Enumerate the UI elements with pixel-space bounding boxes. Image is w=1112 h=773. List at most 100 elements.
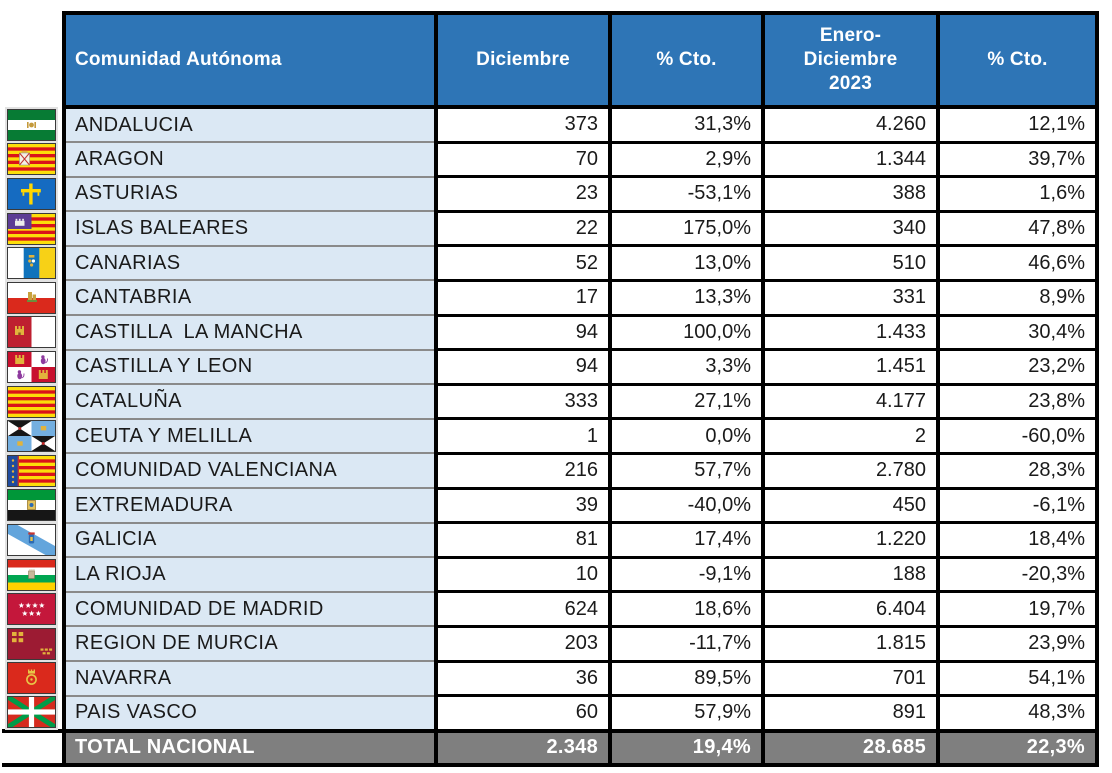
region-name: COMUNIDAD VALENCIANA: [62, 453, 436, 490]
column-header-pct-cto-mes: % Cto.: [608, 11, 763, 109]
pct-cto-acum-value: 23,2%: [936, 349, 1099, 386]
diciembre-value: 17: [434, 280, 610, 317]
column-header-comunidad: Comunidad Autónoma: [62, 11, 436, 109]
table-body: ANDALUCIA 373 31,3% 4.260 12,1% ARAGON 7…: [2, 107, 1099, 733]
comunidad-de-madrid-flag-icon: [7, 593, 56, 626]
table-row: ASTURIAS 23 -53,1% 388 1,6%: [2, 176, 1099, 213]
table-row: CANARIAS 52 13,0% 510 46,6%: [2, 245, 1099, 282]
pct-cto-acum-value: 1,6%: [936, 176, 1099, 213]
pct-cto-acum-value: 39,7%: [936, 142, 1099, 179]
region-name: PAIS VASCO: [62, 695, 436, 732]
pct-cto-mes-value: -11,7%: [608, 626, 763, 663]
pct-cto-acum-value: 54,1%: [936, 661, 1099, 698]
table-row: ARAGON 70 2,9% 1.344 39,7%: [2, 142, 1099, 179]
diciembre-value: 22: [434, 211, 610, 248]
enero-diciembre-2023-value: 891: [761, 695, 938, 733]
diciembre-value: 373: [434, 107, 610, 144]
la-rioja-flag-icon: [7, 558, 56, 591]
pct-cto-acum-value: 47,8%: [936, 211, 1099, 248]
pct-cto-acum-value: 30,4%: [936, 315, 1099, 352]
enero-diciembre-2023-value: 4.260: [761, 107, 938, 144]
region-name: NAVARRA: [62, 661, 436, 697]
region-name: ANDALUCIA: [62, 107, 436, 144]
enero-diciembre-2023-value: 450: [761, 488, 938, 525]
data-table: Comunidad Autónoma Diciembre % Cto. Ener…: [2, 11, 1099, 767]
enero-diciembre-2023-value: 4.177: [761, 384, 938, 421]
table-row: COMUNIDAD VALENCIANA 216 57,7% 2.780 28,…: [2, 453, 1099, 490]
pct-cto-acum-value: 23,8%: [936, 384, 1099, 421]
diciembre-value: 1: [434, 418, 610, 455]
enero-diciembre-2023-value: 510: [761, 245, 938, 282]
enero-diciembre-2023-value: 1.815: [761, 626, 938, 663]
pct-cto-acum-value: 12,1%: [936, 107, 1099, 144]
table-row: CEUTA Y MELILLA 1 0,0% 2 -60,0%: [2, 418, 1099, 455]
table-row: GALICIA 81 17,4% 1.220 18,4%: [2, 522, 1099, 559]
total-row: TOTAL NACIONAL 2.348 19,4% 28.685 22,3%: [2, 728, 1099, 767]
table-row: NAVARRA 36 89,5% 701 54,1%: [2, 661, 1099, 698]
pct-cto-mes-value: 100,0%: [608, 315, 763, 352]
region-name: LA RIOJA: [62, 557, 436, 593]
pct-cto-acum-value: 8,9%: [936, 280, 1099, 317]
table-row: CASTILLA LA MANCHA 94 100,0% 1.433 30,4%: [2, 315, 1099, 352]
diciembre-value: 624: [434, 591, 610, 628]
diciembre-value: 52: [434, 245, 610, 282]
column-header-diciembre: Diciembre: [434, 11, 610, 109]
diciembre-value: 36: [434, 661, 610, 698]
total-diciembre: 2.348: [434, 728, 610, 767]
region-name: CASTILLA Y LEON: [62, 349, 436, 386]
region-name: CANTABRIA: [62, 280, 436, 317]
enero-diciembre-2023-value: 331: [761, 280, 938, 317]
pct-cto-acum-value: 46,6%: [936, 245, 1099, 282]
aragon-flag-icon: [7, 143, 56, 176]
region-name: CATALUÑA: [62, 384, 436, 420]
enero-diciembre-2023-value: 1.220: [761, 522, 938, 559]
total-flag-spacer: [2, 728, 64, 767]
diciembre-value: 94: [434, 315, 610, 352]
region-name: ISLAS BALEARES: [62, 211, 436, 247]
total-pct-cto-mes: 19,4%: [608, 728, 763, 767]
diciembre-value: 70: [434, 142, 610, 179]
enero-diciembre-2023-value: 701: [761, 661, 938, 698]
diciembre-value: 216: [434, 453, 610, 490]
pct-cto-mes-value: 0,0%: [608, 418, 763, 455]
pct-cto-mes-value: 17,4%: [608, 522, 763, 559]
enero-diciembre-2023-value: 1.451: [761, 349, 938, 386]
table-row: EXTREMADURA 39 -40,0% 450 -6,1%: [2, 488, 1099, 525]
pct-cto-mes-value: 2,9%: [608, 142, 763, 179]
column-header-pct-cto-acum: % Cto.: [936, 11, 1099, 109]
total-enero-diciembre-2023: 28.685: [761, 728, 938, 767]
diciembre-value: 203: [434, 626, 610, 663]
enero-diciembre-2023-value: 2: [761, 418, 938, 455]
pct-cto-acum-value: 28,3%: [936, 453, 1099, 490]
regional-statistics-table: Comunidad Autónoma Diciembre % Cto. Ener…: [2, 11, 1099, 767]
pct-cto-mes-value: 89,5%: [608, 661, 763, 698]
table-row: CATALUÑA 333 27,1% 4.177 23,8%: [2, 384, 1099, 421]
pct-cto-mes-value: 57,9%: [608, 695, 763, 733]
region-name: REGION DE MURCIA: [62, 626, 436, 662]
cataluna-flag-icon: [7, 385, 56, 418]
pct-cto-acum-value: -20,3%: [936, 557, 1099, 594]
enero-diciembre-2023-value: 2.780: [761, 453, 938, 490]
enero-diciembre-2023-value: 1.344: [761, 142, 938, 179]
pct-cto-mes-value: 13,3%: [608, 280, 763, 317]
pct-cto-acum-value: 18,4%: [936, 522, 1099, 559]
table-row: PAIS VASCO 60 57,9% 891 48,3%: [2, 695, 1099, 733]
region-name: CANARIAS: [62, 245, 436, 282]
diciembre-value: 333: [434, 384, 610, 421]
diciembre-value: 39: [434, 488, 610, 525]
enero-diciembre-2023-value: 1.433: [761, 315, 938, 352]
pct-cto-acum-value: 19,7%: [936, 591, 1099, 628]
andalucia-flag-icon: [7, 108, 56, 141]
enero-diciembre-2023-value: 340: [761, 211, 938, 248]
navarra-flag-icon: [7, 662, 56, 695]
diciembre-value: 60: [434, 695, 610, 733]
pct-cto-acum-value: -60,0%: [936, 418, 1099, 455]
pct-cto-mes-value: 57,7%: [608, 453, 763, 490]
total-label: TOTAL NACIONAL: [62, 728, 436, 767]
comunidad-valenciana-flag-icon: [7, 454, 56, 487]
pct-cto-mes-value: 175,0%: [608, 211, 763, 248]
pct-cto-acum-value: -6,1%: [936, 488, 1099, 525]
table-row: ISLAS BALEARES 22 175,0% 340 47,8%: [2, 211, 1099, 248]
region-name: ARAGON: [62, 142, 436, 178]
table-row: CANTABRIA 17 13,3% 331 8,9%: [2, 280, 1099, 317]
